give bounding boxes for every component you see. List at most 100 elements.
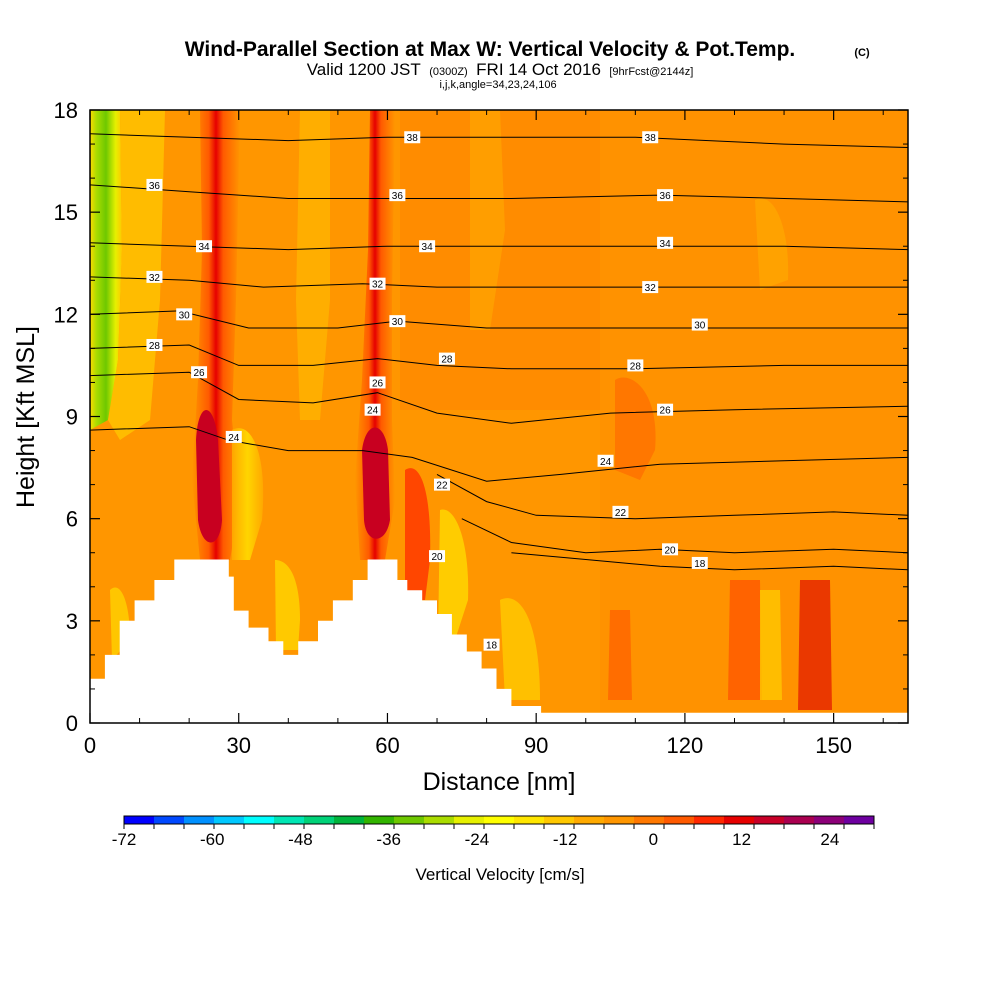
theta-label-18: 18 (483, 638, 500, 652)
colorbar-swatch (544, 816, 575, 824)
theta-label-text: 30 (179, 310, 191, 321)
field-core-red-a (196, 410, 222, 543)
chart-params: i,j,k,angle=34,23,24,106 (439, 79, 556, 91)
field-band-mid-yellow-patch (470, 110, 505, 330)
field-band-right-yellow-3 (755, 198, 789, 290)
theta-label-box (691, 318, 708, 331)
colorbar-swatch (244, 816, 275, 824)
colorbar-tick-label: -24 (465, 830, 490, 849)
colorbar-swatch (214, 816, 245, 824)
theta-label-36: 36 (389, 189, 406, 202)
theta-label-box (627, 359, 644, 372)
theta-label-text: 18 (694, 559, 706, 570)
theta-label-box (612, 505, 629, 518)
theta-label-text: 20 (664, 545, 676, 556)
theta-label-box (657, 189, 674, 202)
colorbar-tick-label: -72 (112, 830, 137, 849)
theta-label-box (146, 270, 163, 283)
theta-label-text: 32 (372, 280, 384, 291)
theta-label-text: 22 (436, 481, 448, 492)
theta-label-text: 26 (372, 378, 384, 389)
theta-contour-28 (90, 344, 908, 370)
chart-title: Wind-Parallel Section at Max W: Vertical… (185, 38, 796, 61)
theta-contour-20 (461, 518, 908, 554)
y-tick-label: 6 (66, 507, 78, 532)
theta-label-24: 24 (364, 403, 381, 417)
subtitle-date: FRI 14 Oct 2016 (476, 60, 601, 79)
colorbar-tick-label: -36 (376, 830, 401, 849)
theta-label-text: 18 (486, 641, 498, 652)
colorbar-swatch (334, 816, 365, 824)
colorbar-swatch (394, 816, 425, 824)
theta-label-32: 32 (369, 277, 386, 291)
theta-label-box (657, 403, 674, 416)
field-band-mid-red-patch (615, 377, 656, 480)
y-tick-label: 15 (54, 200, 78, 225)
theta-contour-labels: 38 38 36 36 36 34 34 34 32 32 32 30 30 30 28 28 28 26 26 26… (146, 131, 708, 652)
colorbar-tick-label: -48 (288, 830, 313, 849)
theta-label-box (691, 556, 708, 569)
field-band-right-red-1 (728, 580, 762, 700)
x-tick-label: 30 (226, 733, 250, 758)
theta-label-text: 32 (149, 273, 161, 284)
theta-label-text: 24 (600, 457, 612, 468)
field-band-yellow-c (438, 509, 469, 640)
theta-label-22: 22 (612, 505, 629, 519)
theta-label-24: 24 (597, 454, 614, 468)
theta-label-box (225, 430, 242, 443)
colorbar-swatch (364, 816, 395, 824)
theta-label-18: 18 (691, 556, 708, 570)
colorbar-swatch (724, 816, 755, 824)
theta-label-text: 22 (615, 508, 627, 519)
theta-label-text: 30 (694, 321, 706, 332)
colorbar-swatch (304, 816, 335, 824)
theta-label-36: 36 (657, 189, 674, 202)
colorbar-swatch (574, 816, 605, 824)
colorbar-swatch (274, 816, 305, 824)
theta-label-box (438, 352, 455, 365)
theta-label-text: 36 (660, 191, 672, 202)
velocity-field (90, 110, 908, 720)
theta-label-28: 28 (627, 359, 644, 372)
theta-label-text: 34 (198, 242, 210, 253)
colorbar-tick-label: 0 (649, 830, 658, 849)
colorbar-border (123, 815, 875, 825)
theta-label-text: 38 (645, 133, 657, 144)
theta-label-text: 30 (392, 317, 404, 328)
subtitle-utc: (0300Z) (429, 66, 468, 78)
colorbar-tick-label: 24 (820, 830, 839, 849)
colorbar-swatch (454, 816, 485, 824)
theta-label-box (389, 189, 406, 202)
title-mark: (C) (854, 47, 870, 59)
theta-label-box (419, 240, 436, 253)
theta-label-26: 26 (657, 403, 674, 417)
theta-label-26: 26 (369, 376, 386, 389)
theta-contour-36 (90, 184, 908, 203)
theta-label-28: 28 (438, 352, 455, 366)
theta-label-text: 36 (392, 191, 404, 202)
y-tick-label: 18 (54, 98, 78, 123)
field-band-yellow-a (232, 428, 264, 560)
theta-label-box (404, 131, 421, 144)
field-band-right-red-3 (608, 610, 632, 700)
theta-label-text: 38 (407, 133, 419, 144)
theta-label-30: 30 (176, 308, 193, 321)
x-tick-label: 60 (375, 733, 399, 758)
colorbar-swatch (154, 816, 185, 824)
y-axis-label: Height [Kft MSL] (12, 326, 40, 508)
colorbar-swatch (604, 816, 635, 824)
x-axis: 0 30 60 90 120 150 (84, 110, 884, 758)
colorbar-swatch (634, 816, 665, 824)
theta-label-box (662, 543, 679, 556)
colorbar-swatch (694, 816, 725, 824)
x-tick-label: 0 (84, 733, 96, 758)
colorbar-swatch (784, 816, 815, 824)
theta-contour-22 (436, 473, 908, 520)
theta-label-box (176, 308, 193, 321)
theta-label-34: 34 (419, 240, 436, 253)
theta-label-text: 28 (630, 361, 642, 372)
theta-label-text: 34 (660, 239, 672, 250)
theta-label-34: 34 (196, 240, 213, 253)
